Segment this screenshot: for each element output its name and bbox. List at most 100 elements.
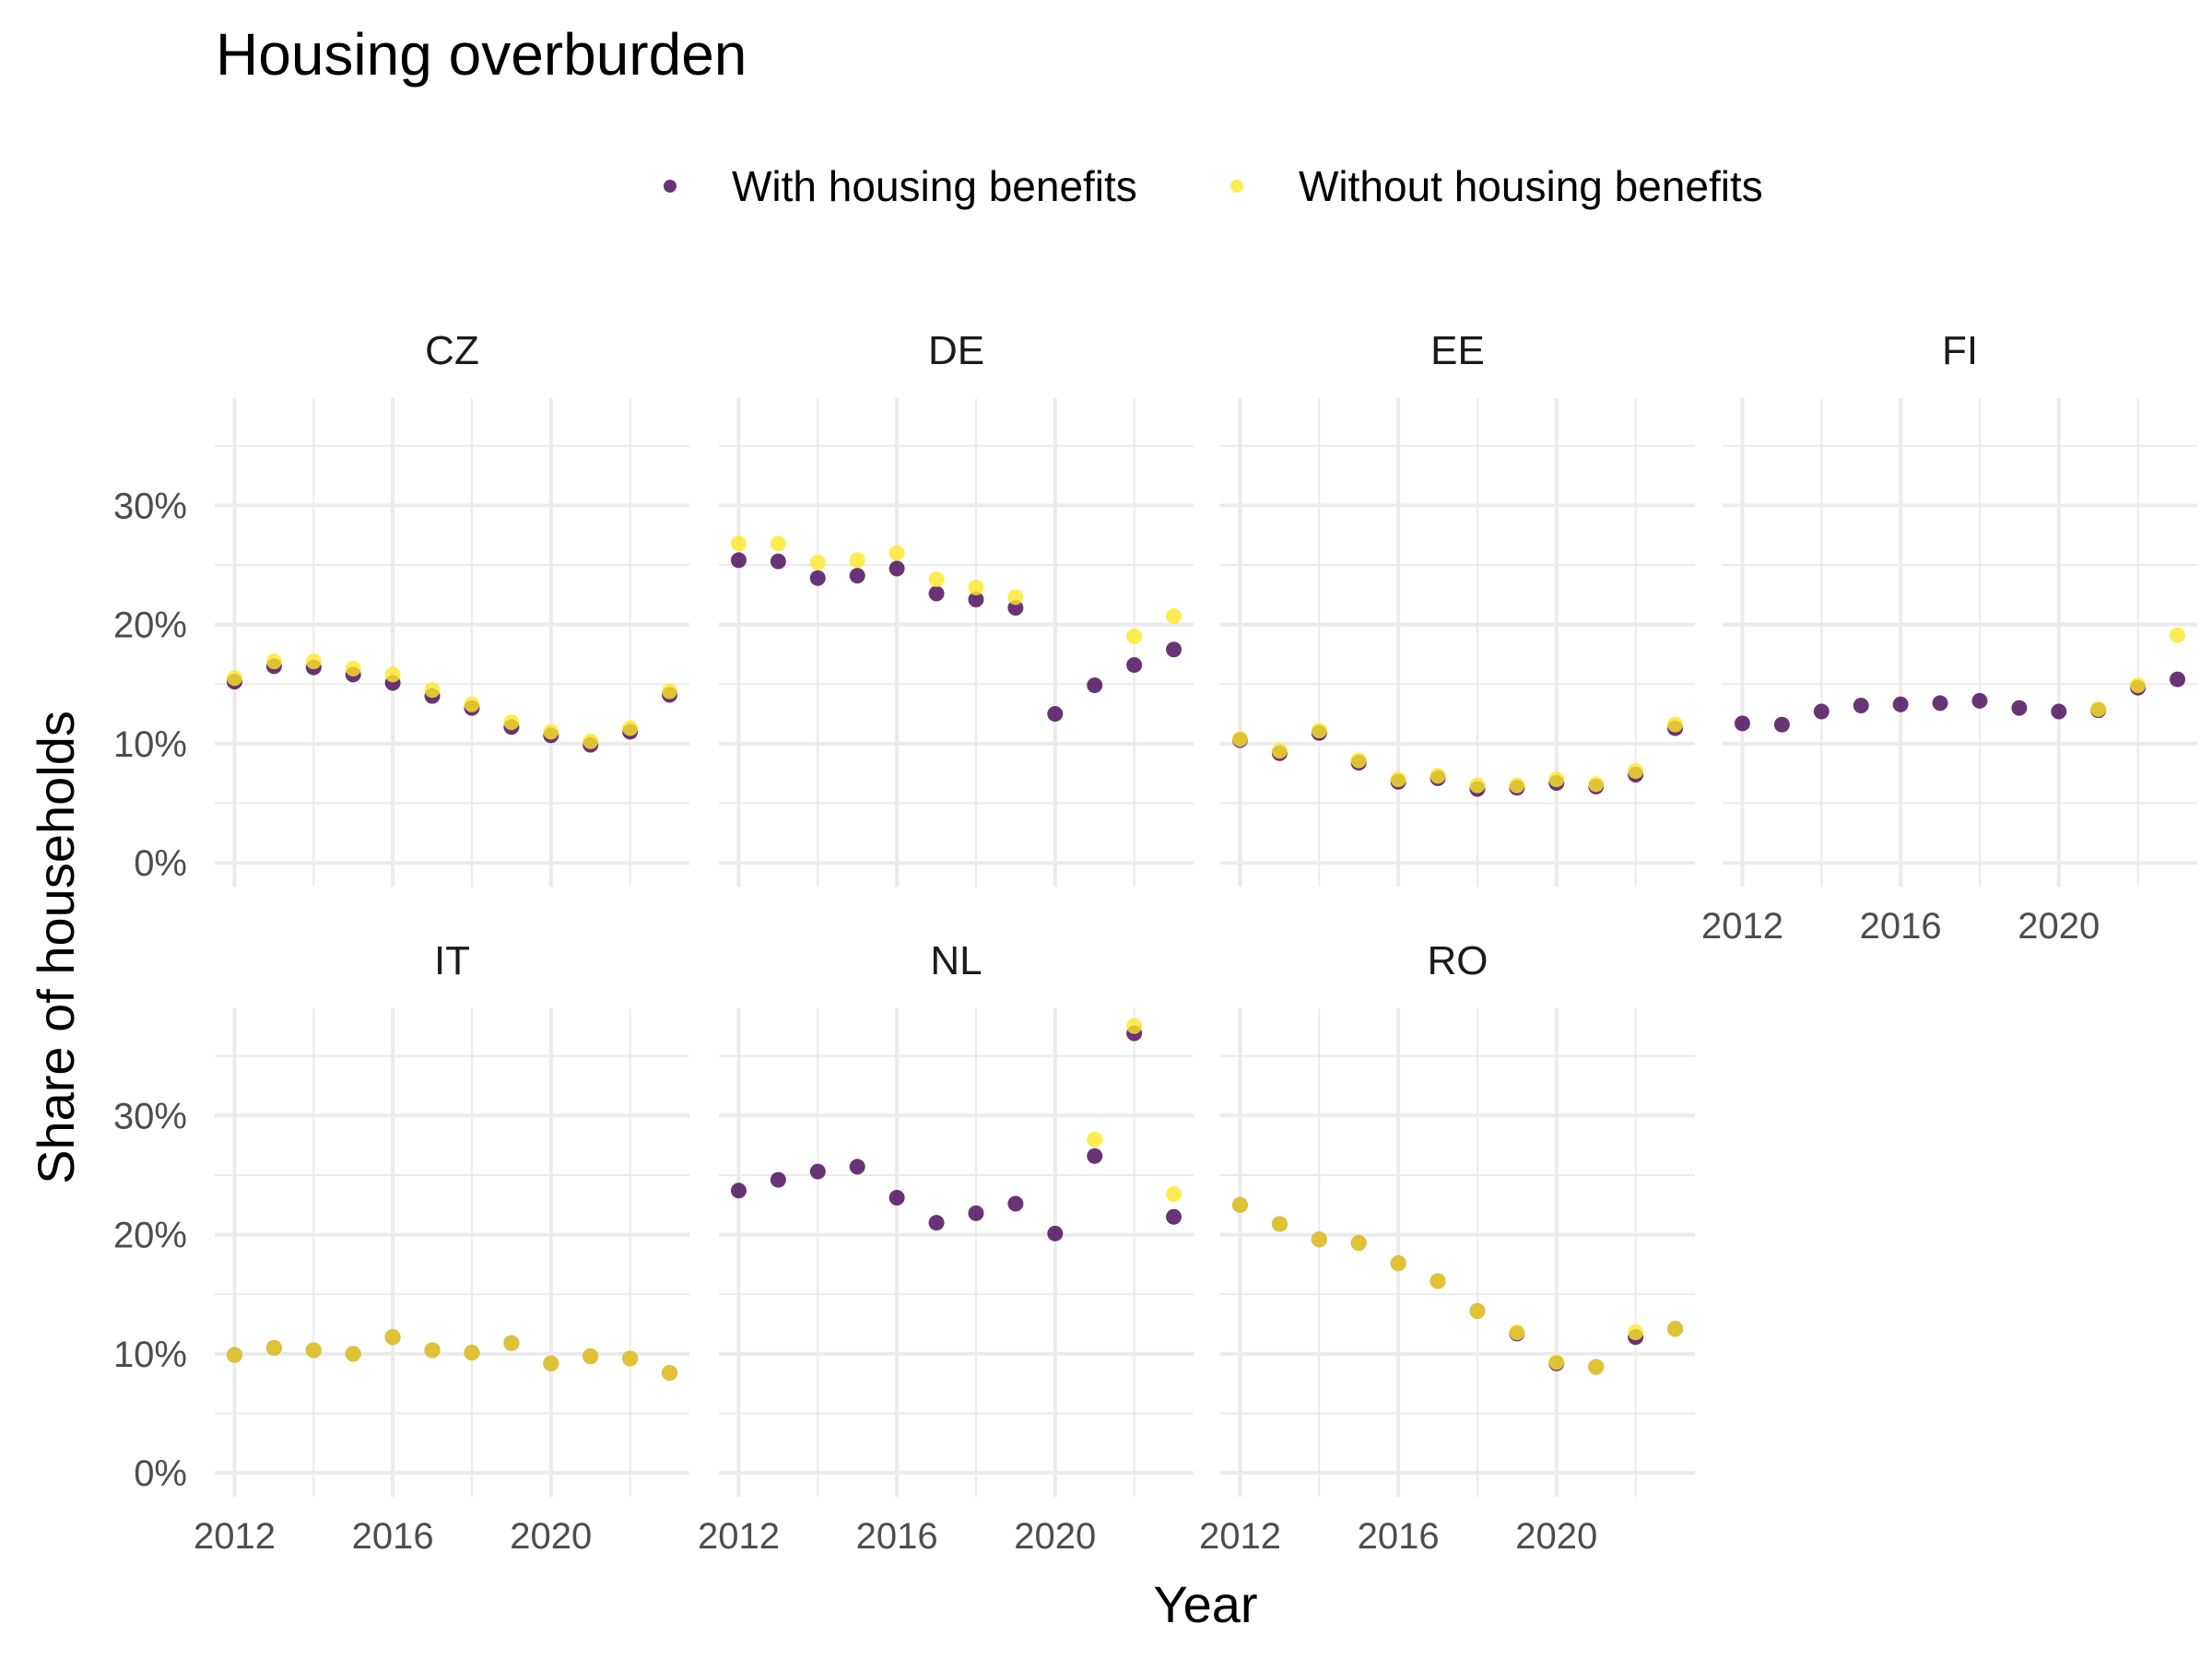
x-tick-label: 2020 xyxy=(1014,1516,1096,1557)
point-without-benefits xyxy=(1231,731,1248,747)
point-without-benefits xyxy=(384,1329,401,1346)
point-without-benefits xyxy=(1430,1273,1446,1289)
point-without-benefits xyxy=(503,1335,520,1351)
point-without-benefits xyxy=(345,660,361,677)
x-tick-label: 2016 xyxy=(352,1516,434,1557)
x-tick-label: 2016 xyxy=(856,1516,938,1557)
legend-key-without-benefits xyxy=(1230,180,1243,193)
point-without-benefits xyxy=(928,571,945,587)
point-without-benefits xyxy=(730,535,747,552)
point-with-benefits xyxy=(968,591,984,607)
point-without-benefits xyxy=(1469,1302,1486,1319)
facet-label: RO xyxy=(1428,938,1488,983)
point-with-benefits xyxy=(1892,696,1909,712)
y-tick-label: 30% xyxy=(113,1096,187,1136)
x-tick-label: 2016 xyxy=(1358,1516,1440,1557)
point-without-benefits xyxy=(305,653,322,670)
point-with-benefits xyxy=(1087,1147,1103,1164)
point-with-benefits xyxy=(1166,641,1182,658)
point-without-benefits xyxy=(888,545,905,561)
point-without-benefits xyxy=(1126,629,1143,645)
point-without-benefits xyxy=(1271,1216,1288,1232)
point-with-benefits xyxy=(1813,703,1830,720)
x-tick-label: 2020 xyxy=(510,1516,592,1557)
point-without-benefits xyxy=(968,580,984,596)
facet-label: FI xyxy=(1942,328,1978,373)
legend-label-with-benefits: With housing benefits xyxy=(732,162,1137,210)
point-with-benefits xyxy=(2051,703,2067,720)
point-without-benefits xyxy=(1087,1131,1103,1147)
point-with-benefits xyxy=(1007,600,1024,617)
point-without-benefits xyxy=(345,1346,361,1362)
point-with-benefits xyxy=(1007,1195,1024,1212)
point-without-benefits xyxy=(384,666,401,683)
point-without-benefits xyxy=(2130,677,2147,694)
point-without-benefits xyxy=(543,724,559,740)
point-with-benefits xyxy=(1734,715,1750,732)
point-without-benefits xyxy=(543,1355,559,1371)
point-without-benefits xyxy=(424,682,441,699)
point-without-benefits xyxy=(1509,777,1525,794)
point-without-benefits xyxy=(1588,776,1605,793)
point-with-benefits xyxy=(849,568,865,584)
point-with-benefits xyxy=(968,1205,984,1221)
point-with-benefits xyxy=(1087,677,1103,694)
x-axis-title: Year xyxy=(1153,1575,1257,1633)
point-without-benefits xyxy=(622,1350,639,1367)
point-without-benefits xyxy=(265,1339,282,1356)
facet-label: NL xyxy=(930,938,982,983)
y-tick-label: 10% xyxy=(113,1335,187,1375)
chart-title: Housing overburden xyxy=(216,21,747,88)
point-with-benefits xyxy=(1166,1208,1182,1225)
legend: With housing benefits Without housing be… xyxy=(664,162,1763,210)
point-without-benefits xyxy=(622,720,639,736)
point-without-benefits xyxy=(809,554,826,571)
point-with-benefits xyxy=(1971,692,1988,709)
x-tick-label: 2012 xyxy=(194,1516,276,1557)
legend-label-without-benefits: Without housing benefits xyxy=(1299,162,1763,210)
point-without-benefits xyxy=(1350,752,1367,769)
panel-ee: EE xyxy=(1220,328,1695,887)
point-with-benefits xyxy=(770,553,786,570)
point-without-benefits xyxy=(662,1365,678,1382)
point-without-benefits xyxy=(1311,1231,1327,1248)
point-without-benefits xyxy=(265,653,282,670)
facet-label: CZ xyxy=(425,328,479,373)
point-with-benefits xyxy=(770,1171,786,1188)
point-without-benefits xyxy=(662,683,678,700)
point-without-benefits xyxy=(1126,1018,1143,1034)
point-without-benefits xyxy=(1271,743,1288,759)
x-tick-label: 2012 xyxy=(698,1516,780,1557)
point-with-benefits xyxy=(2170,671,2186,688)
point-without-benefits xyxy=(1311,723,1327,739)
point-without-benefits xyxy=(1007,589,1024,606)
point-without-benefits xyxy=(305,1342,322,1359)
point-with-benefits xyxy=(849,1159,865,1175)
y-tick-label: 30% xyxy=(113,486,187,526)
point-without-benefits xyxy=(1588,1359,1605,1375)
y-tick-label: 20% xyxy=(113,606,187,646)
y-axis-title: Share of households xyxy=(27,711,85,1184)
point-without-benefits xyxy=(1509,1324,1525,1341)
point-without-benefits xyxy=(503,714,520,731)
panel-nl: NL 2012 2016 2020 xyxy=(698,938,1194,1557)
point-without-benefits xyxy=(464,696,480,712)
point-without-benefits xyxy=(226,1347,242,1363)
point-without-benefits xyxy=(424,1342,441,1359)
point-without-benefits xyxy=(1231,1196,1248,1213)
point-without-benefits xyxy=(464,1345,480,1361)
facet-panels: CZ 0% 10% 20% 30% DE EE FI 2012 2016 2020 IT 0% 10% 20… xyxy=(113,328,2197,1557)
point-without-benefits xyxy=(582,733,599,749)
panel-de: DE xyxy=(719,328,1194,887)
point-without-benefits xyxy=(2170,627,2186,643)
point-without-benefits xyxy=(1548,1354,1565,1371)
x-tick-label: 2020 xyxy=(2018,906,2100,947)
panel-ro: RO 2012 2016 2020 xyxy=(1199,938,1695,1557)
point-with-benefits xyxy=(1853,698,1869,714)
point-without-benefits xyxy=(1390,1255,1406,1272)
panel-it: IT 0% 10% 20% 30% 2012 2016 2020 xyxy=(113,938,689,1557)
point-without-benefits xyxy=(1548,771,1565,788)
x-tick-label: 2020 xyxy=(1515,1516,1597,1557)
point-with-benefits xyxy=(730,552,747,569)
